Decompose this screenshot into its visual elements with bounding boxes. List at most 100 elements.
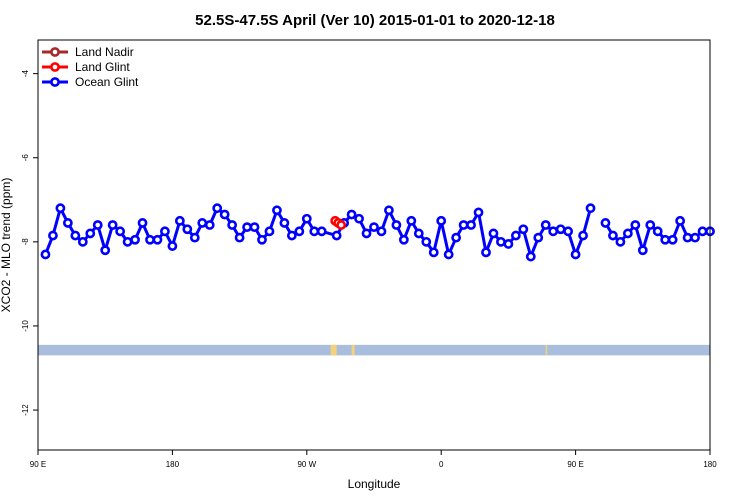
ocean-glint-point-1-6 bbox=[645, 220, 656, 230]
ocean-glint-point-0-48 bbox=[406, 215, 417, 226]
ocean-glint-point-0-61 bbox=[503, 239, 514, 249]
ocean-glint-point-0-21 bbox=[197, 218, 208, 228]
ocean-glint-point-0-13 bbox=[137, 218, 148, 228]
ocean-glint-point-0-72 bbox=[585, 203, 596, 214]
ocean-glint-point-1-11 bbox=[682, 232, 693, 243]
ocean-glint-point-1-10 bbox=[675, 215, 686, 226]
y-tick-label-2: -8 bbox=[21, 238, 30, 246]
ocean-glint-point-1-3 bbox=[622, 228, 633, 239]
ocean-glint-point-0-67 bbox=[548, 226, 559, 237]
ocean-glint-point-0-24 bbox=[219, 209, 230, 220]
ocean-glint-point-0-51 bbox=[428, 247, 439, 258]
ocean-glint-point-0-43 bbox=[369, 222, 379, 233]
ocean-glint-point-0-25 bbox=[227, 220, 238, 230]
ocean-glint-point-0-23 bbox=[212, 203, 223, 214]
ocean-glint-point-0-26 bbox=[234, 232, 245, 243]
ocean-glint-point-0-31 bbox=[272, 205, 282, 216]
ocean-glint-point-0-55 bbox=[458, 220, 469, 230]
ocean-glint-point-1-2 bbox=[615, 236, 626, 247]
legend-label-2: Ocean Glint bbox=[75, 75, 139, 89]
ocean-glint-point-0-11 bbox=[122, 236, 133, 247]
legend-marker-1 bbox=[50, 62, 60, 72]
ocean-glint-point-0-45 bbox=[384, 205, 394, 216]
legend-label-1: Land Glint bbox=[75, 60, 130, 74]
ocean-glint-point-0-63 bbox=[518, 224, 529, 235]
ocean-glint-point-0-17 bbox=[167, 241, 178, 251]
y-axis: -4 -6 -8 -10 -12 bbox=[21, 70, 38, 416]
ocean-glint-point-0-42 bbox=[361, 228, 372, 239]
x-tick-label-0: 90 E bbox=[30, 460, 46, 469]
x-tick-label-2: 90 W bbox=[297, 460, 316, 469]
ocean-glint-point-0-52 bbox=[436, 215, 447, 226]
ocean-glint-point-0-47 bbox=[398, 234, 409, 245]
ocean-glint-point-0-37 bbox=[316, 226, 327, 237]
ocean-glint-point-0-6 bbox=[85, 228, 96, 239]
plot-frame bbox=[37, 39, 711, 451]
ocean-glint-point-0-8 bbox=[100, 245, 111, 256]
ocean-glint-point-0-49 bbox=[413, 228, 424, 239]
x-axis-label: Longitude bbox=[348, 477, 401, 491]
y-tick-label-4: -12 bbox=[21, 404, 30, 416]
x-tick-label-5: 180 bbox=[703, 460, 717, 469]
ocean-glint-point-0-10 bbox=[115, 226, 126, 237]
ocean-glint-point-0-70 bbox=[570, 249, 581, 260]
legend-marker-2 bbox=[50, 77, 60, 87]
ocean-glint-point-0-29 bbox=[257, 234, 267, 245]
ocean-glint-point-0-3 bbox=[62, 218, 73, 228]
ocean-glint-point-0-28 bbox=[249, 222, 260, 233]
legend-label-0: Land Nadir bbox=[75, 45, 134, 59]
y-tick-label-1: -6 bbox=[21, 154, 30, 162]
ocean-glint-point-0-36 bbox=[309, 226, 320, 237]
plot-area bbox=[38, 203, 715, 356]
ocean-glint-point-1-13 bbox=[697, 226, 708, 237]
ocean-glint-point-1-1 bbox=[608, 230, 618, 241]
ocean-glint-point-0-64 bbox=[525, 251, 536, 262]
ocean-glint-point-0-16 bbox=[160, 226, 170, 237]
ocean-glint-point-0-44 bbox=[376, 226, 387, 237]
ocean-glint-point-0-12 bbox=[130, 234, 140, 245]
ocean-glint-point-0-4 bbox=[70, 230, 81, 241]
ocean-glint-point-1-12 bbox=[690, 232, 700, 243]
ocean-glint-point-0-40 bbox=[346, 209, 357, 220]
ocean-glint-point-1-9 bbox=[667, 234, 678, 245]
ocean-glint-point-0-18 bbox=[174, 215, 185, 226]
x-tick-label-4: 90 E bbox=[567, 460, 583, 469]
x-tick-label-1: 180 bbox=[166, 460, 180, 469]
ocean-glint-point-0-32 bbox=[279, 218, 290, 228]
ocean-glint-point-1-8 bbox=[660, 234, 671, 245]
ocean-glint-point-0-66 bbox=[540, 220, 551, 230]
ocean-glint-point-0-57 bbox=[473, 207, 484, 218]
ocean-glint-point-0-19 bbox=[182, 224, 193, 235]
legend-marker-0 bbox=[50, 47, 60, 57]
ocean-glint-point-0-59 bbox=[488, 228, 499, 239]
ocean-glint-point-0-56 bbox=[466, 220, 476, 230]
ocean-glint-point-0-2 bbox=[55, 203, 66, 214]
ocean-glint-point-0-0 bbox=[40, 249, 51, 260]
ocean-glint-point-0-50 bbox=[421, 236, 432, 247]
ocean-glint-point-0-62 bbox=[510, 230, 521, 241]
ocean-glint-point-0-9 bbox=[107, 220, 118, 230]
ocean-glint-point-0-33 bbox=[286, 230, 297, 241]
ocean-glint-point-0-38 bbox=[331, 230, 342, 241]
ocean-glint-point-0-54 bbox=[451, 232, 462, 243]
land-span-1 bbox=[351, 344, 355, 356]
ocean-glint-point-0-58 bbox=[481, 247, 491, 258]
x-tick-label-3: 0 bbox=[439, 460, 444, 469]
ocean-glint-point-0-27 bbox=[242, 222, 252, 233]
ocean-band bbox=[38, 344, 710, 356]
ocean-glint-point-0-1 bbox=[48, 230, 58, 241]
ocean-glint-point-0-53 bbox=[443, 249, 454, 260]
x-axis: 90 E 180 90 W 0 90 E 180 bbox=[30, 450, 717, 469]
ocean-glint-point-0-65 bbox=[533, 232, 544, 243]
ocean-glint-point-0-22 bbox=[204, 220, 215, 230]
ocean-glint-point-1-7 bbox=[652, 226, 663, 237]
ocean-glint-point-1-0 bbox=[600, 218, 611, 228]
ocean-glint-point-0-69 bbox=[563, 226, 574, 237]
y-tick-label-0: -4 bbox=[21, 70, 30, 78]
ocean-glint-point-0-14 bbox=[145, 234, 155, 245]
land-span-2 bbox=[545, 344, 548, 356]
y-tick-label-3: -10 bbox=[21, 320, 30, 332]
ocean-glint-point-0-20 bbox=[189, 232, 200, 243]
